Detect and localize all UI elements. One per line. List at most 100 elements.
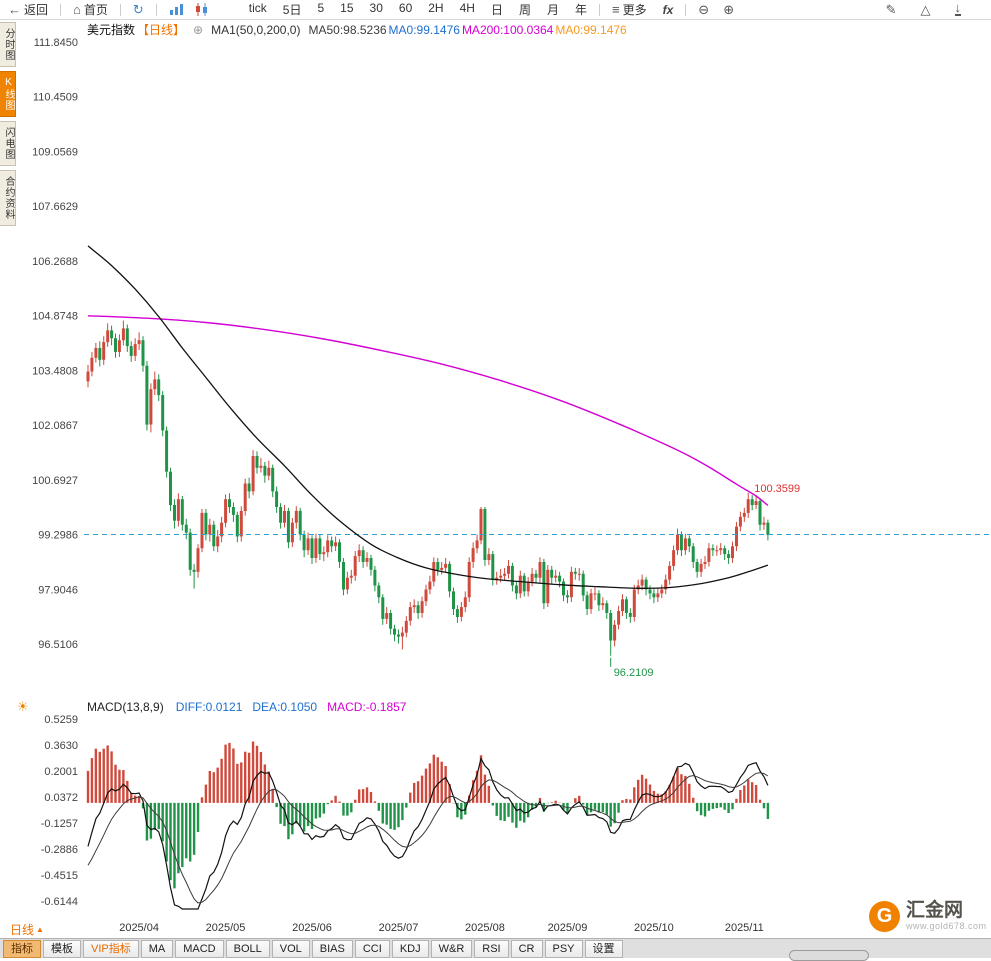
macd-value-label: DEA:0.1050 bbox=[252, 700, 318, 714]
timeframe-30[interactable]: 30 bbox=[369, 1, 383, 15]
back-label: 返回 bbox=[24, 3, 49, 17]
top-toolbar: ← 返回 ⌂ 首页 ↻ tick 5日 5 15 30 60 2H 4H 日 周 月 年 ≡ 更多 f… bbox=[0, 0, 991, 20]
svg-text:102.0867: 102.0867 bbox=[32, 420, 78, 432]
toolbar-separator bbox=[599, 3, 600, 16]
period-tab-arrow-icon: ▲ bbox=[36, 925, 44, 934]
ma-values: MA50:98.5236 MA0:99.1476 MA200:100.0364 MA0… bbox=[308, 23, 628, 37]
rail-tab-0[interactable]: 分时图 bbox=[0, 22, 16, 67]
indicator-tab-设置[interactable]: 设置 bbox=[584, 939, 623, 958]
indicator-tab-VIP指标[interactable]: VIP指标 bbox=[83, 939, 139, 958]
svg-text:110.4509: 110.4509 bbox=[33, 92, 78, 104]
timeframe-日[interactable]: 日 bbox=[490, 3, 503, 17]
macd-dea-line bbox=[87, 772, 769, 904]
indicator-tab-CR[interactable]: CR bbox=[510, 939, 543, 958]
macd-header: MACD(13,8,9) DIFF:0.0121 DEA:0.1050 MACD:-… bbox=[87, 700, 416, 714]
timeframe-4H[interactable]: 4H bbox=[459, 1, 475, 15]
toolbar-separator bbox=[60, 3, 62, 16]
site-url: www.gold678.com bbox=[906, 921, 987, 931]
indicator-tab-VOL[interactable]: VOL bbox=[271, 939, 310, 958]
indicator-settings-icon[interactable]: ☀ bbox=[17, 699, 29, 714]
bar-chart-icon[interactable] bbox=[169, 3, 184, 16]
more-button[interactable]: ≡ 更多 bbox=[612, 1, 647, 18]
svg-text:100.6927: 100.6927 bbox=[32, 475, 78, 487]
back-arrow-icon: ← bbox=[8, 2, 21, 17]
svg-text:0.5259: 0.5259 bbox=[44, 714, 78, 726]
macd-axis-labels: 0.5259 0.3630 0.2001 0.0372 -0.1257 -0.2886 -0… bbox=[41, 714, 78, 908]
timeframe-年[interactable]: 年 bbox=[574, 3, 587, 17]
home-button[interactable]: ⌂ 首页 bbox=[73, 1, 108, 18]
svg-text:109.0569: 109.0569 bbox=[32, 146, 78, 158]
symbol-name: 美元指数 bbox=[87, 23, 136, 37]
site-watermark: G 汇金网 www.gold678.com bbox=[869, 901, 987, 932]
indicator-tab-CCI[interactable]: CCI bbox=[354, 939, 390, 958]
svg-text:2025/04: 2025/04 bbox=[119, 922, 159, 934]
svg-text:0.3630: 0.3630 bbox=[44, 740, 78, 752]
draw-pen-icon[interactable]: ✎ bbox=[885, 2, 897, 17]
period-label: 【日线】 bbox=[137, 23, 186, 37]
formula-button[interactable]: fx bbox=[662, 2, 674, 17]
rail-tab-1[interactable]: K线图 bbox=[0, 71, 16, 117]
svg-text:2025/08: 2025/08 bbox=[465, 922, 505, 934]
period-selector-tab[interactable]: 日线 ▲ bbox=[10, 921, 44, 938]
ma50-line bbox=[87, 245, 769, 589]
svg-text:2025/07: 2025/07 bbox=[379, 922, 419, 934]
indicator-tab-BIAS[interactable]: BIAS bbox=[311, 939, 353, 958]
download-icon[interactable]: ↓ bbox=[954, 0, 961, 16]
macd-value-label: MACD:-0.1857 bbox=[327, 700, 407, 714]
indicator-tab-模板[interactable]: 模板 bbox=[43, 939, 81, 958]
timeframe-group: tick 5日 5 15 30 60 2H 4H 日 周 月 年 bbox=[249, 1, 587, 18]
toolbar-separator bbox=[119, 3, 121, 16]
ma-settings-label: MA1(50,0,200,0) bbox=[211, 22, 301, 37]
home-icon: ⌂ bbox=[73, 2, 81, 17]
macd-histogram bbox=[86, 741, 770, 889]
indicator-tab-MACD[interactable]: MACD bbox=[175, 939, 224, 958]
candles-layer bbox=[86, 320, 770, 656]
home-label: 首页 bbox=[83, 3, 108, 17]
zoom-out-icon[interactable]: ⊖ bbox=[698, 2, 710, 17]
chart-header: 美元指数 【日线】 ⊕ MA1(50,0,200,0) MA50:98.5236… bbox=[87, 22, 629, 38]
menu-icon: ≡ bbox=[612, 2, 620, 17]
timeframe-tick[interactable]: tick bbox=[248, 1, 267, 15]
left-tab-rail: 分时图 K线图闪电图合约资料 bbox=[0, 22, 16, 226]
macd-values: DIFF:0.0121 DEA:0.1050 MACD:-0.1857 bbox=[176, 700, 417, 714]
shapes-triangle-icon[interactable]: △ bbox=[920, 2, 931, 17]
timeframe-5[interactable]: 5 bbox=[317, 1, 325, 15]
indicator-tab-KDJ[interactable]: KDJ bbox=[391, 939, 429, 958]
indicator-tab-W&R[interactable]: W&R bbox=[430, 939, 473, 958]
indicator-tab-MA[interactable]: MA bbox=[140, 939, 174, 958]
high-price-label: 100.3599 bbox=[754, 483, 800, 495]
indicator-tab-BOLL[interactable]: BOLL bbox=[225, 939, 270, 958]
period-tab-label: 日线 bbox=[10, 923, 35, 937]
price-axis-labels: 111.8450 110.4509 109.0569 107.6629 106.2688… bbox=[32, 37, 78, 651]
timeframe-2H[interactable]: 2H bbox=[428, 1, 444, 15]
rail-tab-3[interactable]: 合约资料 bbox=[0, 170, 16, 226]
zoom-in-icon[interactable]: ⊕ bbox=[723, 2, 735, 17]
indicator-tab-RSI[interactable]: RSI bbox=[474, 939, 509, 958]
svg-text:97.9046: 97.9046 bbox=[38, 584, 78, 596]
timeframe-月[interactable]: 月 bbox=[546, 3, 559, 17]
ma-value-label: MA50:98.5236 bbox=[308, 22, 387, 37]
ma-value-label: MA0:99.1476 bbox=[555, 22, 627, 37]
candlestick-chart-icon[interactable] bbox=[194, 3, 209, 16]
macd-value-label: DIFF:0.0121 bbox=[175, 700, 243, 714]
indicator-add-icon[interactable]: ⊕ bbox=[193, 22, 204, 37]
timeframe-60[interactable]: 60 bbox=[398, 1, 413, 15]
macd-title: MACD(13,8,9) bbox=[87, 700, 164, 714]
horizontal-scrollbar-thumb[interactable] bbox=[789, 950, 869, 961]
ma200-line bbox=[87, 315, 769, 506]
timeframe-15[interactable]: 15 bbox=[340, 1, 354, 15]
low-price-label: 96.2109 bbox=[614, 667, 654, 679]
rail-tab-2[interactable]: 闪电图 bbox=[0, 121, 16, 166]
timeframe-周[interactable]: 周 bbox=[518, 3, 531, 17]
indicator-tab-指标[interactable]: 指标 bbox=[3, 939, 41, 958]
svg-text:-0.4515: -0.4515 bbox=[41, 870, 78, 882]
back-button[interactable]: ← 返回 bbox=[8, 1, 48, 18]
svg-text:2025/06: 2025/06 bbox=[292, 922, 332, 934]
svg-text:2025/09: 2025/09 bbox=[548, 922, 588, 934]
indicator-tab-PSY[interactable]: PSY bbox=[544, 939, 583, 958]
indicator-toolbar: 指标 模板 VIP指标 MA MACD BOLL VOL BIAS CCI KDJ W&R RSI CR… bbox=[0, 938, 991, 958]
refresh-icon[interactable]: ↻ bbox=[132, 2, 144, 17]
svg-text:2025/11: 2025/11 bbox=[725, 922, 764, 934]
timeframe-5日[interactable]: 5日 bbox=[282, 3, 302, 17]
